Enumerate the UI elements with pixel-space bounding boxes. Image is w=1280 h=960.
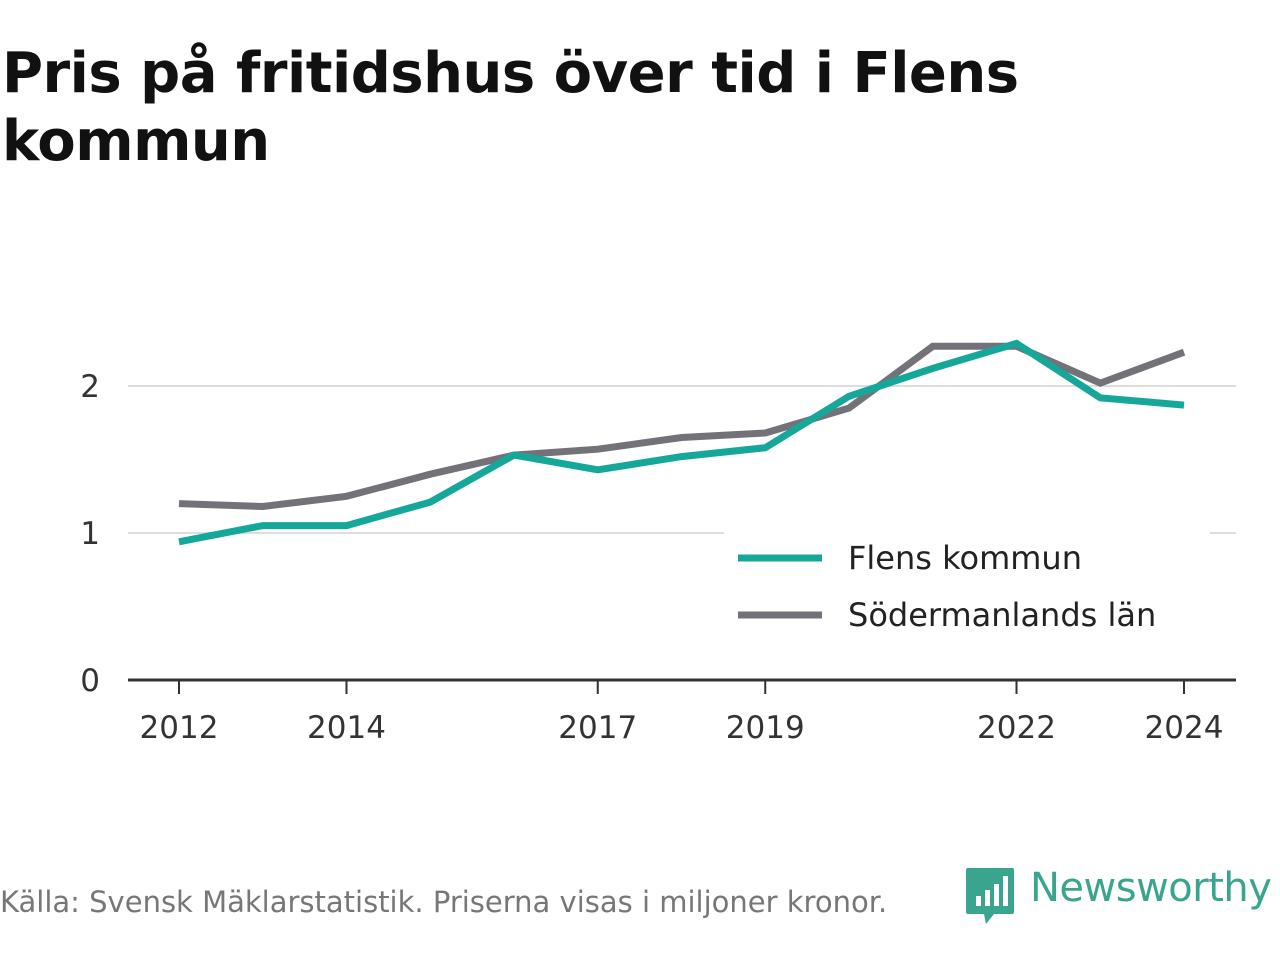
source-note: Källa: Svensk Mäklarstatistik. Priserna … xyxy=(0,885,888,919)
series-lines xyxy=(178,339,1186,546)
chart-title: Pris på fritidshus över tid i Flens komm… xyxy=(2,41,1019,174)
legend-label-1: Flens kommun xyxy=(848,539,1082,577)
legend-label-2: Södermanlands län xyxy=(848,596,1156,634)
series-line-1 xyxy=(178,339,1185,546)
newsworthy-chart-bubble-icon xyxy=(966,868,1014,924)
x-tick-label-2012: 2012 xyxy=(140,710,219,746)
x-tick-label-2014: 2014 xyxy=(307,710,386,746)
y-tick-label-2: 2 xyxy=(80,369,100,405)
series-line-2 xyxy=(178,342,1186,511)
x-tick-label-2022: 2022 xyxy=(977,710,1056,746)
legend: Flens kommun Södermanlands län xyxy=(724,532,1210,648)
x-tick-label-2024: 2024 xyxy=(1145,710,1224,746)
x-tick-label-2017: 2017 xyxy=(558,710,637,746)
legend-background xyxy=(724,532,1210,648)
x-axis: 2012 2014 2017 2019 2022 2024 xyxy=(128,678,1236,746)
y-tick-label-1: 1 xyxy=(80,516,100,552)
x-tick-label-2019: 2019 xyxy=(726,710,805,746)
y-axis-ticks: 0 1 2 xyxy=(80,369,100,699)
y-tick-label-0: 0 xyxy=(80,663,100,699)
brand-name: Newsworthy xyxy=(1030,865,1272,911)
